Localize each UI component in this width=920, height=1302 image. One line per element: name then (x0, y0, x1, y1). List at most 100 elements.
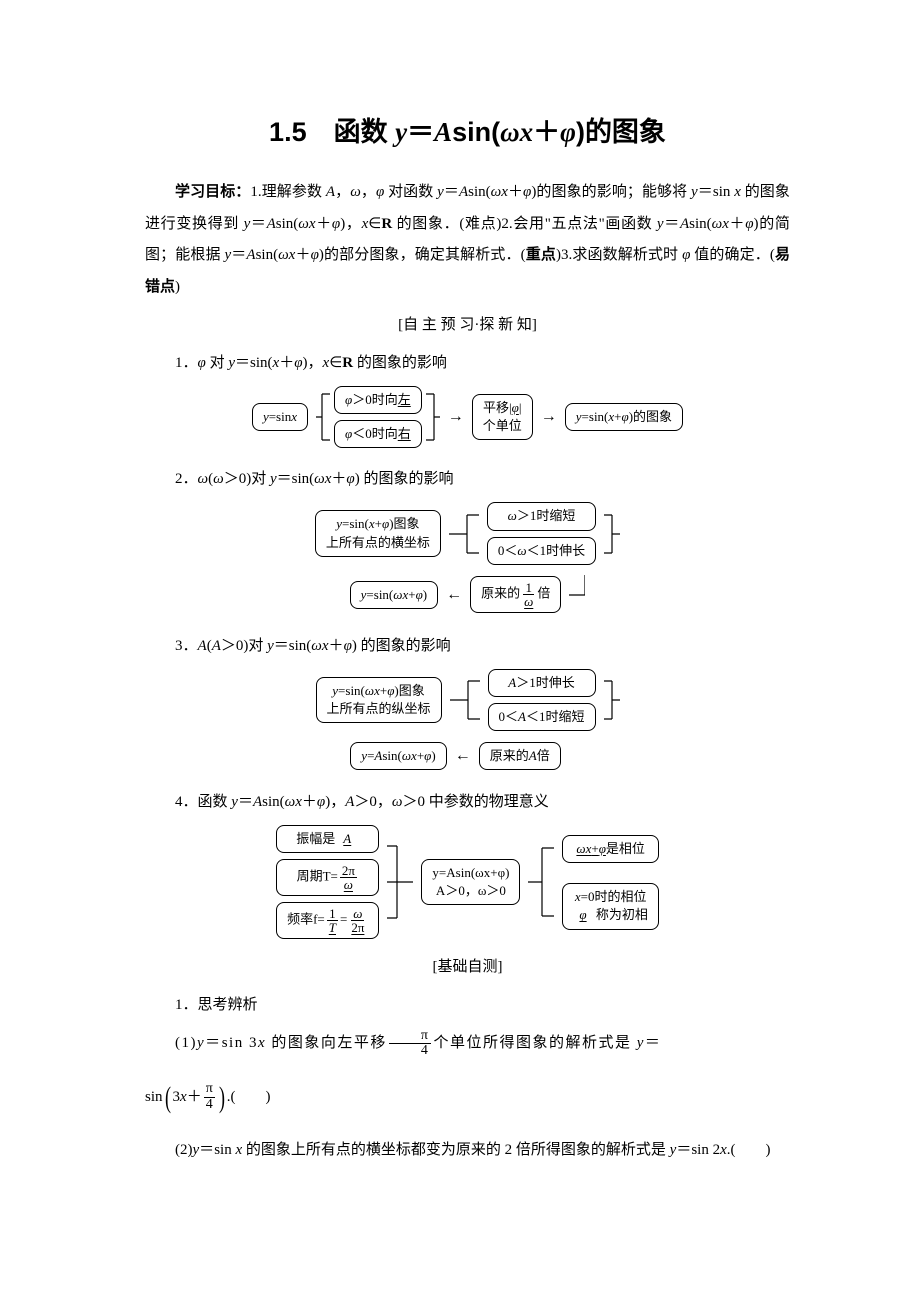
t-close: ) (576, 117, 585, 147)
d3-box1: y=sin(ωx+φ)图象上所有点的纵坐标 (316, 677, 442, 723)
bracket-right-icon (528, 834, 554, 930)
corner-icon (569, 575, 585, 615)
arrow-right-icon: → (541, 408, 557, 426)
d1-box4: y=sin(x+φ)的图象 (565, 403, 683, 431)
heading-1: 1．φ 对 y＝sin(x＋φ)，x∈R 的图象的影响 (145, 348, 790, 378)
d2-box3: 原来的1ω倍 (470, 576, 561, 613)
diagram-2: y=sin(x+φ)图象上所有点的横坐标 ω＞1时缩短 0＜ω＜1时伸长 y=s… (145, 502, 790, 614)
h2c: 的图象的影响 (360, 471, 454, 487)
h2b: ＞0)对 (224, 471, 270, 487)
g1j: 的部分图象，确定其解析式．( (324, 247, 526, 263)
heading-2: 2．ω(ω＞0)对 y＝sin(ωx＋φ) 的图象的影响 (145, 464, 790, 494)
d2b3b: 倍 (537, 586, 550, 601)
q1a: (1) (175, 1035, 197, 1051)
learning-goals: 学习目标：1.理解参数 A，ω，φ 对函数 y＝Asin(ωx＋φ)的图象的影响… (145, 177, 790, 303)
t-om: ω (500, 117, 520, 147)
d1b3a: 平移| (483, 400, 512, 415)
question-1: (1)y＝sin 3x 的图象向左平移π4个单位所得图象的解析式是 y＝ (145, 1028, 790, 1060)
arrow-right-icon: → (448, 408, 464, 426)
q1c: 个单位所得图象的解析式是 (433, 1035, 636, 1051)
section-preview-label: [自 主 预 习·探 新 知] (145, 313, 790, 334)
arrow-left-icon: ← (446, 586, 462, 604)
d3-box4: y=Asin(ωx+φ) (350, 742, 446, 770)
d1-box2a: φ＞0时向左 (334, 386, 422, 414)
d2-box4: y=sin(ωx+φ) (350, 581, 438, 609)
bracket-left-icon (387, 834, 413, 930)
d4a: 振幅是 (296, 831, 335, 846)
diagram-4: 振幅是A 周期T=2πω 频率f=1T=ω2π y=Asin(ωx+φ)A＞0，… (145, 825, 790, 939)
heading-3: 3．A(A＞0)对 y＝sin(ωx＋φ) 的图象的影响 (145, 631, 790, 661)
arrow-left-icon: ← (455, 747, 471, 765)
h1a: 对 (206, 355, 229, 371)
bracket-right-icon (426, 390, 440, 444)
connector-right-icon (604, 675, 620, 725)
diagram-1: y=sinx φ＞0时向左 φ＜0时向右 → 平移|φ|个单位 → y=sin(… (145, 386, 790, 448)
page-title: 1.5 函数 y＝Asin(ωx＋φ)的图象 (145, 110, 790, 149)
g1l: 值的确定．( (690, 247, 774, 263)
t-phi: φ (560, 117, 576, 147)
bracket-left-icon (316, 390, 330, 444)
d4c: 频率f= (287, 912, 325, 927)
d4-center: y=Asin(ωx+φ)A＞0，ω＞0 (421, 859, 520, 905)
question-2: (2)y＝sin x 的图象上所有点的横坐标都变为原来的 2 倍所得图象的解析式… (145, 1135, 790, 1167)
h2-num: 2． (175, 471, 198, 487)
title-y: y (395, 117, 407, 147)
connector-icon (450, 675, 480, 725)
d1-box2b: φ＜0时向右 (334, 420, 422, 448)
title-suffix: 的图象 (585, 117, 666, 147)
d4-initphase: x=0时的相位φ 称为初相 (562, 883, 658, 929)
connector-right-icon (604, 509, 620, 559)
q2b: 的图象上所有点的横坐标都变为原来的 2 倍所得图象的解析式是 (242, 1142, 670, 1158)
t-A: A (434, 117, 452, 147)
g1h: 的图象．(难点)2.会用"五点法"画函数 (392, 216, 657, 232)
t-sin: sin( (452, 117, 500, 147)
h4b: ＞0， (354, 794, 392, 810)
d1b3b: | (519, 400, 522, 415)
d4p: 是相位 (606, 841, 645, 856)
g1e: 的图象的影响；能够将 (536, 184, 691, 200)
t-plus: ＋ (533, 117, 560, 147)
q1b: 的图象向左平移 (266, 1035, 387, 1051)
d4-amp: 振幅是A (276, 825, 379, 853)
h3c: 的图象的影响 (357, 638, 451, 654)
document-page: 1.5 函数 y＝Asin(ωx＋φ)的图象 学习目标：1.理解参数 A，ω，φ… (0, 0, 920, 1232)
gb1: 重点 (526, 247, 556, 263)
h1c: 的图象的影响 (353, 355, 447, 371)
d2-box2b: 0＜ω＜1时伸长 (487, 537, 596, 565)
d4-phase: ωx+φ是相位 (562, 835, 658, 863)
g1k: )3.求函数解析式时 (556, 247, 682, 263)
heading-5: 1．思考辨析 (145, 990, 790, 1020)
t-eq: ＝ (407, 117, 434, 147)
d2b3a: 原来的 (481, 586, 520, 601)
h3-num: 3． (175, 638, 198, 654)
d1-box1: y=sinx (252, 403, 308, 431)
d1b3c: 个单位 (483, 418, 522, 433)
q1d: .( ) (227, 1089, 271, 1105)
connector-icon (449, 509, 479, 559)
corner-icon (569, 741, 585, 771)
t-x: x (520, 117, 534, 147)
h4c: ＞0 中参数的物理意义 (403, 794, 549, 810)
section-selftest-label: [基础自测] (145, 955, 790, 976)
diagram-3: y=sin(ωx+φ)图象上所有点的纵坐标 A＞1时伸长 0＜A＜1时缩短 y=… (145, 669, 790, 771)
d4b: 周期T= (297, 869, 338, 884)
g1: 1.理解参数 (250, 184, 325, 200)
d3-box3: 原来的A倍 (479, 742, 561, 770)
d2-box1: y=sin(x+φ)图象上所有点的横坐标 (315, 510, 441, 556)
h3b: ＞0)对 (221, 638, 267, 654)
d1-u-right: 右 (398, 426, 411, 441)
goals-label: 学习目标： (175, 184, 250, 200)
heading-4: 4．函数 y＝Asin(ωx＋φ)，A＞0，ω＞0 中参数的物理意义 (145, 787, 790, 817)
d1-u-left: 左 (398, 392, 411, 407)
d3-box2b: 0＜A＜1时缩短 (488, 703, 596, 731)
question-1-cont: sin(3x＋π4).( ) (145, 1066, 790, 1129)
title-prefix: 1.5 函数 (269, 117, 395, 147)
q2a: (2) (175, 1142, 193, 1158)
h4-num: 4．函数 (175, 794, 231, 810)
g1c: ， (361, 184, 376, 200)
h1-num: 1． (175, 355, 198, 371)
q2c: .( ) (727, 1142, 771, 1158)
h1b: ， (308, 355, 323, 371)
g1g: ， (345, 216, 361, 232)
d1-box3: 平移|φ|个单位 (472, 394, 533, 440)
